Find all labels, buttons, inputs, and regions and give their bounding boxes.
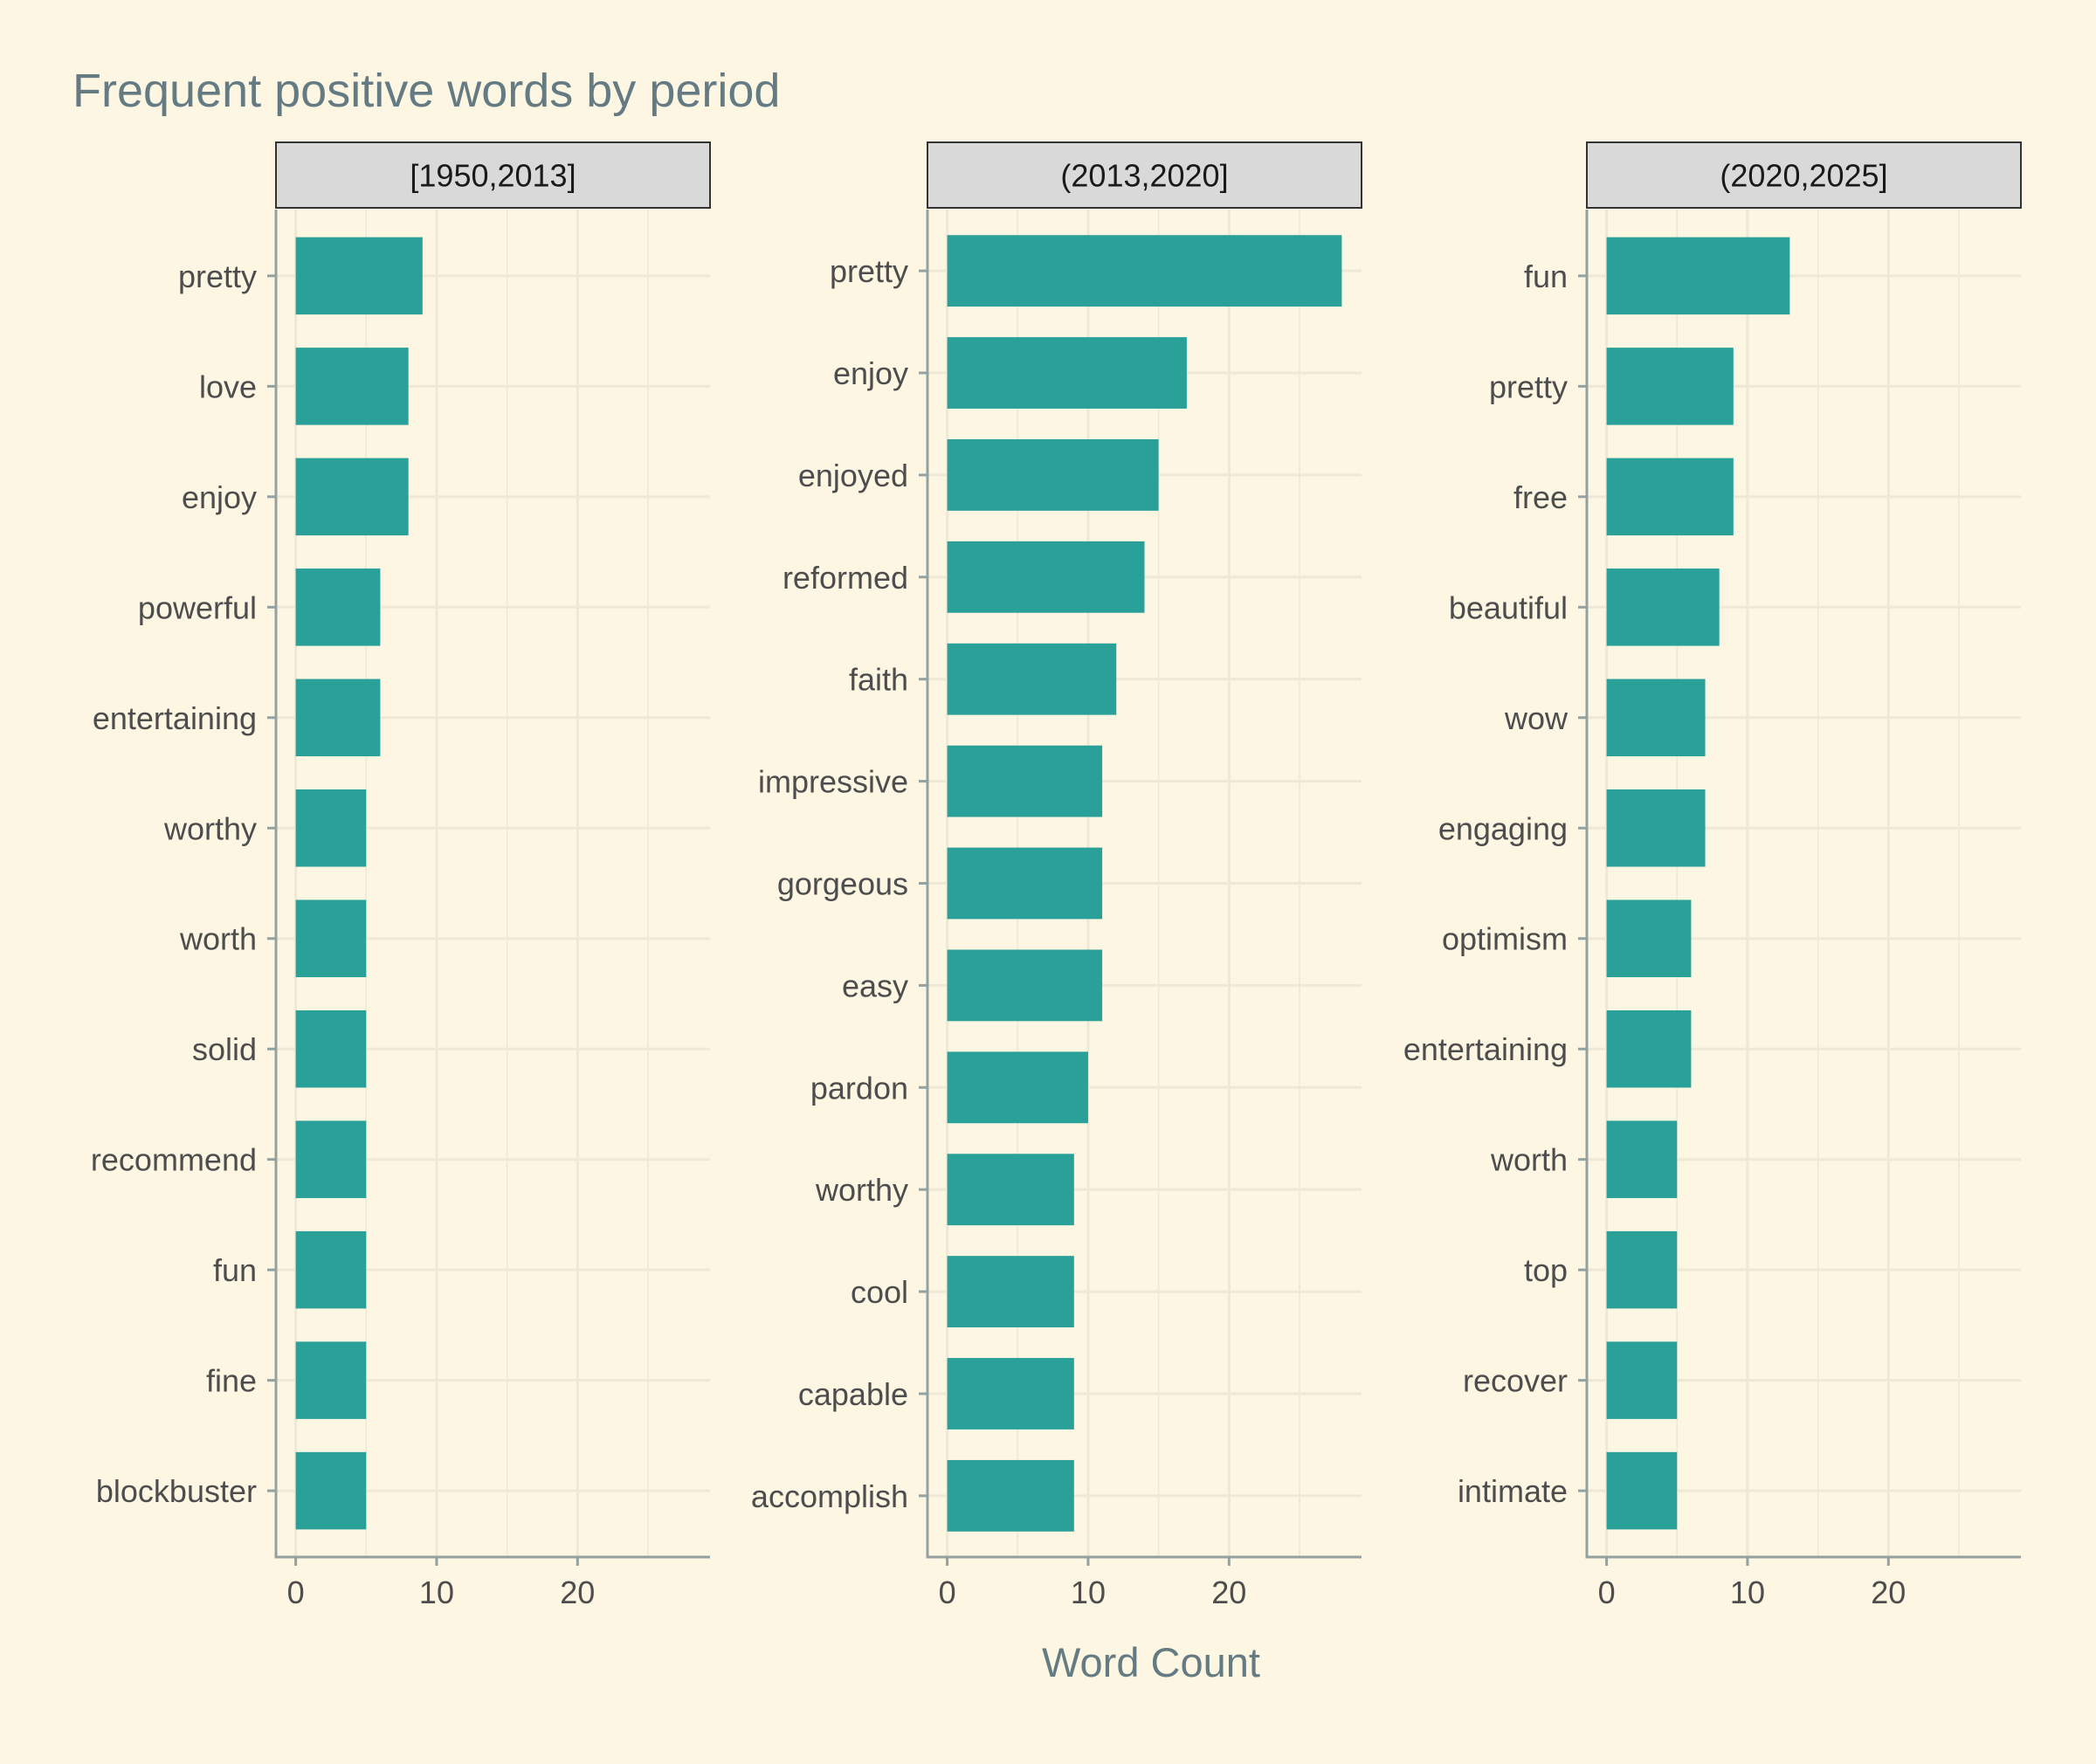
x-tick-label: 0 bbox=[939, 1575, 956, 1610]
strip-label: (2013,2020] bbox=[1060, 158, 1228, 194]
category-label: free bbox=[1513, 479, 1568, 515]
category-label: recommend bbox=[91, 1142, 257, 1178]
chart-title: Frequent positive words by period bbox=[72, 65, 780, 117]
bar bbox=[1606, 1009, 1692, 1088]
category-label: beautiful bbox=[1449, 589, 1568, 625]
category-label: worthy bbox=[815, 1172, 908, 1208]
bar bbox=[947, 1051, 1088, 1124]
strip-box bbox=[927, 141, 1362, 209]
bar bbox=[947, 643, 1117, 715]
category-label: engaging bbox=[1438, 810, 1568, 846]
category-label: impressive bbox=[758, 764, 908, 800]
category-label: blockbuster bbox=[96, 1473, 257, 1509]
bar bbox=[947, 1256, 1074, 1327]
category-label: enjoyed bbox=[798, 458, 908, 493]
category-label: fun bbox=[213, 1252, 257, 1288]
category-label: top bbox=[1524, 1252, 1568, 1288]
bar bbox=[295, 458, 409, 536]
x-tick-label: 0 bbox=[1598, 1575, 1616, 1610]
bar bbox=[1606, 1341, 1678, 1419]
category-label: love bbox=[199, 369, 257, 404]
bar bbox=[1606, 1451, 1678, 1530]
category-label: enjoy bbox=[833, 355, 908, 391]
x-tick-label: 0 bbox=[287, 1575, 305, 1610]
bar bbox=[295, 1451, 367, 1530]
category-label: fun bbox=[1524, 258, 1568, 294]
category-label: gorgeous bbox=[777, 866, 908, 902]
category-label: pretty bbox=[1489, 369, 1568, 404]
bar bbox=[1606, 1230, 1678, 1309]
category-label: entertaining bbox=[93, 700, 257, 736]
bar bbox=[947, 1154, 1074, 1226]
category-label: intimate bbox=[1458, 1473, 1568, 1509]
category-label: pardon bbox=[810, 1070, 908, 1106]
bar bbox=[295, 1120, 367, 1198]
bar bbox=[947, 847, 1103, 920]
bar bbox=[295, 789, 367, 867]
bar bbox=[1606, 568, 1720, 646]
category-label: entertaining bbox=[1403, 1031, 1568, 1067]
bar bbox=[947, 1459, 1074, 1532]
strip-box bbox=[1586, 141, 2022, 209]
strip-box bbox=[275, 141, 711, 209]
bar bbox=[295, 237, 423, 315]
bar bbox=[947, 337, 1187, 409]
bar bbox=[295, 1009, 367, 1088]
category-label: pretty bbox=[830, 253, 908, 289]
x-tick-label: 20 bbox=[1871, 1575, 1906, 1610]
bar bbox=[1606, 458, 1734, 536]
category-label: powerful bbox=[138, 589, 257, 625]
bar bbox=[295, 679, 381, 757]
category-label: capable bbox=[798, 1376, 908, 1412]
bar bbox=[1606, 679, 1706, 757]
panels-group: [1950,2013] pretty love enjoy powerful entert… bbox=[91, 141, 2022, 1610]
x-tick-label: 10 bbox=[1071, 1575, 1106, 1610]
bar bbox=[947, 949, 1103, 1022]
category-label: optimism bbox=[1442, 921, 1568, 957]
bar bbox=[1606, 899, 1692, 978]
category-label: enjoy bbox=[182, 479, 257, 515]
bar bbox=[947, 745, 1103, 817]
category-label: cool bbox=[851, 1274, 908, 1310]
bar bbox=[1606, 1120, 1678, 1198]
bar bbox=[295, 348, 409, 425]
category-label: worth bbox=[1490, 1142, 1568, 1178]
category-label: accomplish bbox=[751, 1478, 908, 1514]
bar bbox=[947, 235, 1342, 307]
x-tick-label: 20 bbox=[560, 1575, 595, 1610]
category-label: reformed bbox=[783, 560, 908, 596]
category-label: faith bbox=[849, 662, 908, 698]
category-label: easy bbox=[842, 968, 908, 1003]
bar bbox=[1606, 348, 1734, 425]
x-tick-label: 10 bbox=[1730, 1575, 1765, 1610]
category-label: pretty bbox=[178, 258, 257, 294]
category-label: solid bbox=[192, 1031, 257, 1067]
x-tick-label: 10 bbox=[419, 1575, 454, 1610]
bar bbox=[295, 1230, 367, 1309]
category-label: worthy bbox=[163, 810, 257, 846]
x-axis-label: Word Count bbox=[1042, 1639, 1260, 1685]
bar bbox=[295, 568, 381, 646]
bar bbox=[1606, 789, 1706, 867]
category-label: worth bbox=[179, 921, 257, 957]
bar bbox=[947, 1358, 1074, 1430]
bar bbox=[1606, 237, 1790, 315]
strip-label: [1950,2013] bbox=[410, 158, 576, 194]
category-label: wow bbox=[1504, 700, 1569, 736]
strip-label: (2020,2025] bbox=[1720, 158, 1887, 194]
category-label: recover bbox=[1463, 1363, 1568, 1399]
bar bbox=[295, 1341, 367, 1419]
bar bbox=[947, 541, 1145, 613]
bar bbox=[295, 899, 367, 978]
x-tick-label: 20 bbox=[1211, 1575, 1246, 1610]
category-label: fine bbox=[206, 1363, 257, 1399]
bar bbox=[947, 439, 1159, 511]
